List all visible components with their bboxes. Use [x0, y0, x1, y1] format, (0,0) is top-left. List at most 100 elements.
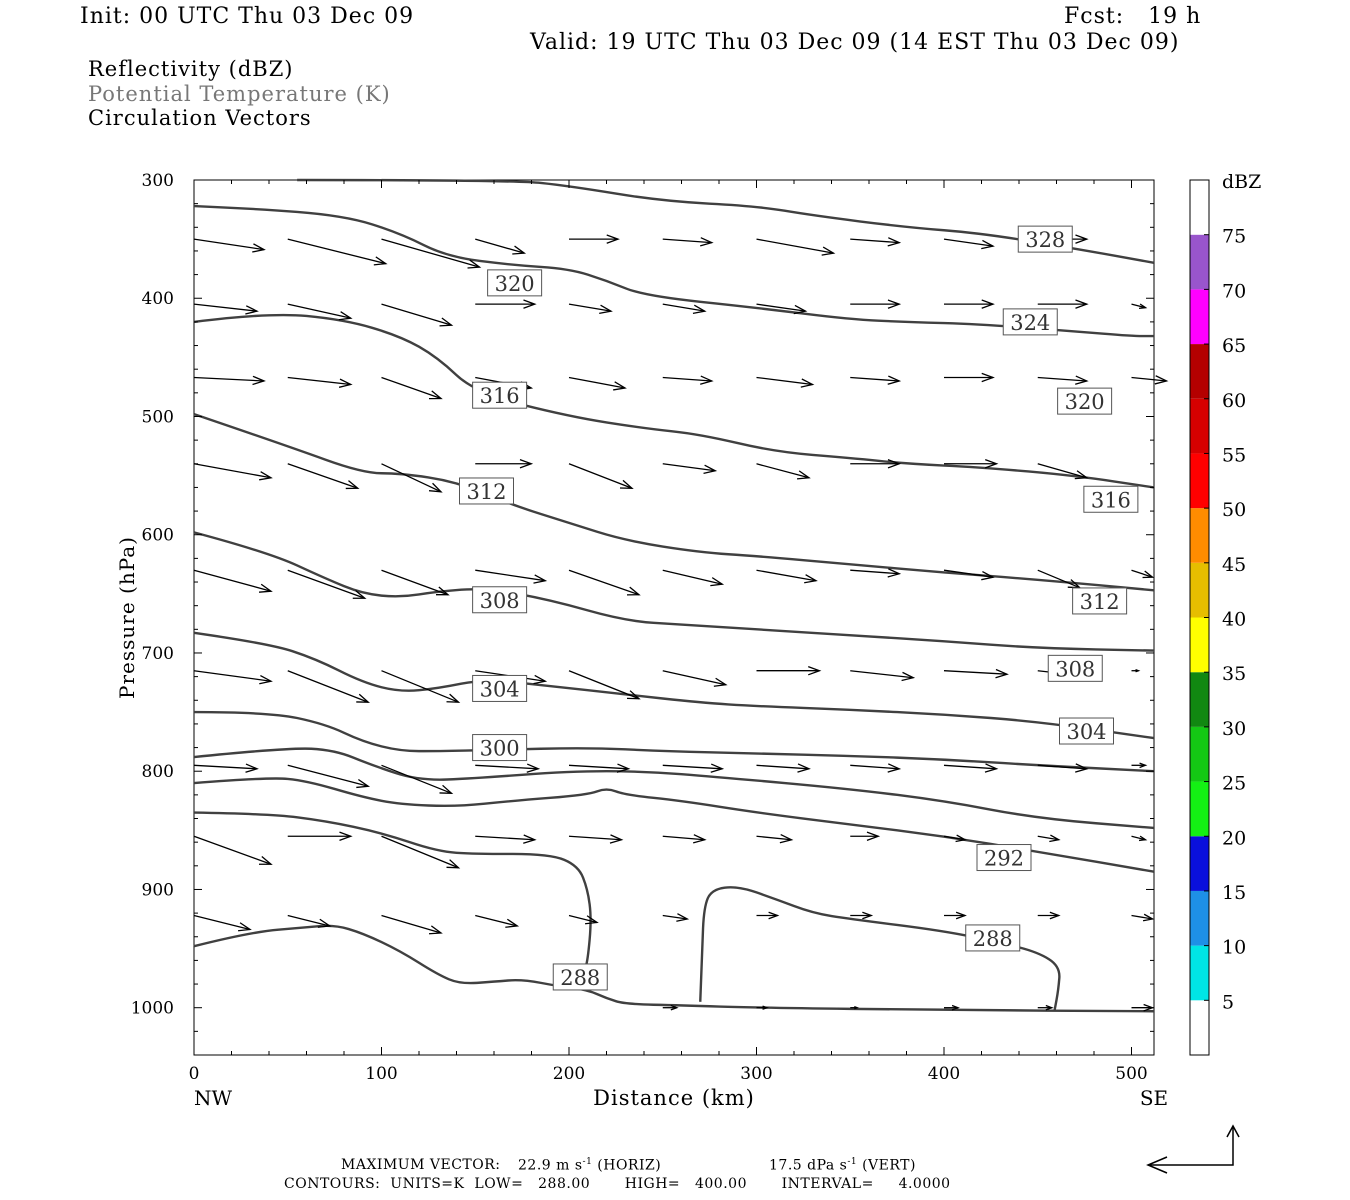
vector-head [626, 690, 641, 700]
init-time: Init: 00 UTC Thu 03 Dec 09 [80, 4, 415, 29]
theta-contour-304 [193, 710, 1155, 773]
contour-label: 288 [560, 966, 600, 990]
vector-shaft [568, 670, 640, 700]
vector-head [779, 833, 794, 844]
vector-shaft [756, 835, 792, 841]
vector-head [955, 911, 967, 920]
vector-head [676, 913, 690, 922]
vector-shaft [381, 670, 459, 703]
theta-contour-312 [193, 531, 1155, 652]
vector-shaft [850, 764, 900, 770]
vector-head [338, 311, 353, 321]
contour-label-box [472, 674, 528, 702]
max-vector-label: MAXIMUM VECTOR: [341, 1157, 501, 1173]
colorbar-label: 70 [1222, 280, 1246, 302]
vert-unit: (VERT) [862, 1157, 916, 1174]
vector-shaft [475, 914, 518, 927]
vert-value: 17.5 dPa s [769, 1157, 848, 1174]
vector-shaft [381, 764, 452, 794]
vector-shaft [381, 463, 442, 493]
vector-head [616, 763, 631, 773]
contour-label-box [976, 844, 1032, 872]
circulation-vectors [193, 234, 1169, 1012]
vector-shaft [193, 764, 258, 770]
vector-shaft [287, 238, 386, 265]
contour-label: 292 [984, 847, 1024, 871]
contour-label: 328 [1025, 228, 1065, 252]
vector-head [700, 375, 714, 385]
vector-head [352, 589, 367, 599]
contour-label: 312 [1080, 590, 1120, 614]
vector-shaft [1131, 303, 1146, 309]
vector-head [887, 568, 902, 578]
vector-head [1142, 913, 1155, 922]
reference-vertical-head [1226, 1124, 1240, 1138]
contour-label: 320 [1065, 390, 1105, 414]
vector-head [800, 378, 815, 388]
vector-head [984, 763, 999, 773]
vector-shaft [287, 670, 369, 703]
vector-head [1142, 570, 1155, 579]
vector-head [797, 763, 811, 773]
vector-shaft [943, 569, 994, 578]
contour-label-box [965, 924, 1021, 952]
colorbar-label: 25 [1222, 773, 1246, 795]
vector-shaft [568, 303, 612, 312]
colorbar-segment [1190, 508, 1209, 563]
vector-shaft [568, 764, 629, 770]
vector-head [533, 574, 548, 584]
vector-head [762, 1005, 769, 1010]
contour-label: 304 [1066, 720, 1106, 744]
vector-head [901, 671, 916, 682]
vector-head [768, 911, 780, 920]
contour-label-box [1057, 387, 1113, 415]
axes: 0 100 200 300 400 500 300 400 500 600 700 800 900 100… [115, 171, 1168, 1110]
vector-head [1049, 834, 1061, 843]
vector-head [693, 834, 707, 844]
x-tick-label: 100 [365, 1064, 397, 1084]
vector-head [854, 1006, 860, 1010]
contour-label-box [1059, 717, 1114, 745]
vector-head [887, 299, 902, 309]
colorbar-segment [1190, 672, 1209, 727]
vector-shaft [287, 376, 351, 386]
vector-head [446, 859, 461, 869]
theta-contour-316 [193, 412, 1155, 592]
horiz-value: 22.9 m s [518, 1157, 583, 1174]
vector-shaft [287, 569, 365, 599]
contour-labels: 328 324 320 320 316 316 312 312 308 308 304 304 300 2… [459, 225, 1139, 991]
vector-head [700, 237, 714, 247]
vector-head [808, 665, 822, 676]
vector-head [523, 834, 537, 844]
vector-head [237, 922, 252, 932]
vector-head [862, 911, 874, 920]
vector-shaft [381, 303, 452, 326]
vector-shaft [850, 376, 900, 382]
plot-frame [193, 179, 1155, 1056]
vector-head [1075, 375, 1089, 385]
colorbar-segment [1190, 344, 1209, 399]
vector-shaft [475, 835, 535, 841]
vector-head [584, 915, 599, 925]
vector-head [804, 574, 818, 584]
colorbar-label: 50 [1222, 499, 1246, 521]
x-axis-label: Distance (km) [593, 1086, 755, 1110]
colorbar-segment [1190, 453, 1209, 509]
vector-shaft [756, 764, 810, 770]
contour-label: 316 [1091, 488, 1131, 512]
vector-head [613, 381, 627, 391]
y-tick-label: 600 [142, 526, 174, 546]
vector-head [981, 570, 995, 581]
vector-head [519, 459, 534, 469]
vector-shaft [662, 463, 716, 472]
vector-head [523, 299, 537, 309]
vector-head [599, 304, 613, 314]
vector-head [606, 234, 620, 244]
vector-head [670, 1004, 679, 1011]
vector-head [356, 693, 371, 703]
vector-head [609, 834, 624, 844]
vector-shaft [287, 914, 330, 927]
colorbar-segment [1190, 234, 1209, 290]
vector-head [1075, 299, 1089, 309]
vector-shaft [1131, 569, 1153, 578]
